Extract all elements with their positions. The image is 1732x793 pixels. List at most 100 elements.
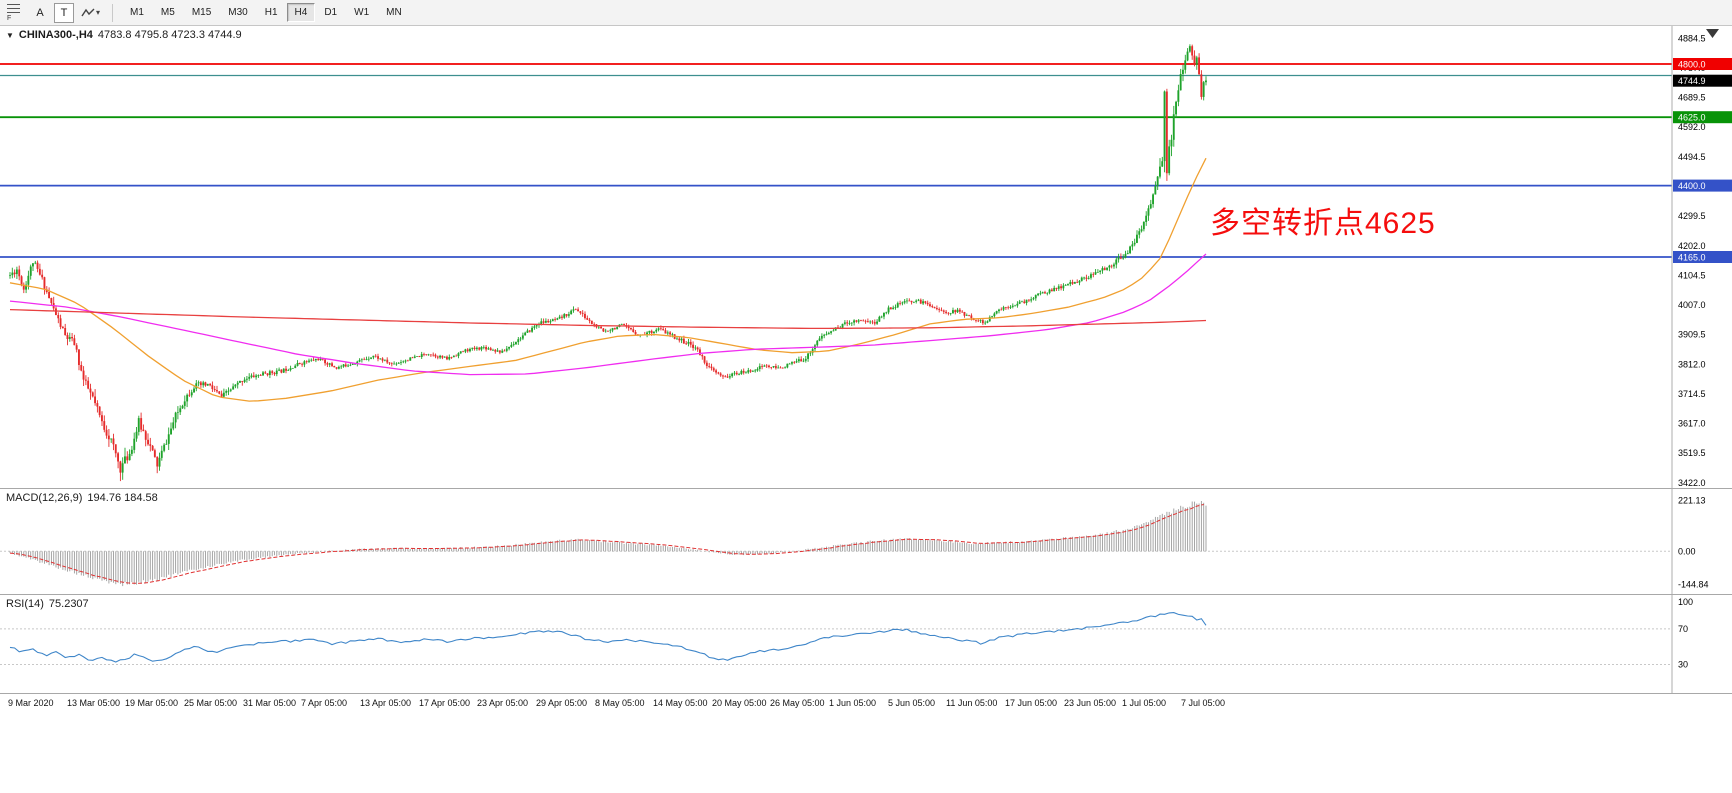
indicator-tool-button[interactable]: ▾ [78, 3, 103, 23]
macd-histogram [9, 501, 1207, 587]
rsi-axis-label: 30 [1678, 660, 1688, 670]
rsi-axis-label: 100 [1678, 597, 1693, 607]
price-axis-label: 3422.0 [1678, 478, 1706, 488]
price-axis-label: 3909.5 [1678, 330, 1706, 340]
macd-axis-label: -144.84 [1678, 580, 1709, 590]
time-axis-label: 31 Mar 05:00 [243, 698, 297, 708]
level-badge-label: 4800.0 [1678, 60, 1706, 70]
macd-axis[interactable] [1672, 489, 1732, 594]
time-axis-label: 19 Mar 05:00 [125, 698, 179, 708]
symbol-timeframe-label: CHINA300-,H4 [18, 29, 93, 41]
pane-collapse-icon[interactable]: ▼ [6, 30, 14, 40]
price-axis-label: 4689.5 [1678, 93, 1706, 103]
time-axis-label: 23 Jun 05:00 [1064, 698, 1117, 708]
text-tool-button[interactable]: T [54, 2, 74, 23]
time-axis-label: 7 Jul 05:00 [1181, 698, 1226, 708]
price-axis-label: 4884.5 [1678, 33, 1706, 43]
chart-shift-marker-icon[interactable] [1706, 29, 1719, 38]
level-badge [1673, 111, 1732, 124]
price-axis-label: 4007.0 [1678, 300, 1706, 310]
main-chart-pane[interactable]: 4884.54787.04689.54592.04494.54397.04299… [0, 26, 1732, 489]
time-axis-label: 9 Mar 2020 [8, 698, 54, 708]
time-axis-label: 13 Mar 05:00 [67, 698, 121, 708]
price-axis-label: 4104.5 [1678, 270, 1706, 280]
time-axis[interactable]: 9 Mar 2020 13 Mar 05:00 19 Mar 05:00 25 Mar… [0, 694, 1732, 716]
ma-mid-magenta-line[interactable] [9, 253, 1207, 376]
level-badge-label: 4400.0 [1678, 181, 1706, 191]
timeframe-button-h1[interactable]: H1 [264, 7, 278, 18]
rsi-axis-label: 70 [1678, 624, 1688, 634]
rsi-title: RSI(14) 75.2307 [6, 598, 89, 610]
price-axis-label: 3812.0 [1678, 359, 1706, 369]
time-axis-label: 20 May 05:00 [712, 698, 767, 708]
time-axis-label: 11 Jun 05:00 [946, 698, 998, 708]
ma-fast-orange-line[interactable] [9, 157, 1207, 402]
toolbar-f-label: F [7, 15, 12, 23]
zigzag-icon [81, 8, 95, 16]
ma-slow-red-line[interactable] [9, 308, 1207, 330]
level-lines-layer [0, 63, 1672, 258]
chevron-down-icon: ▾ [96, 8, 101, 17]
price-axis-label: 4299.5 [1678, 211, 1706, 221]
price-axis-label: 3617.0 [1678, 419, 1706, 429]
main-chart-canvas[interactable]: 4884.54787.04689.54592.04494.54397.04299… [0, 26, 1732, 488]
price-axis-label: 3519.5 [1678, 448, 1706, 458]
time-axis-label: 5 Jun 05:00 [888, 698, 936, 708]
time-axis-label: 17 Apr 05:00 [419, 698, 471, 708]
macd-canvas[interactable]: 221.13 0.00 -144.84 [0, 489, 1732, 594]
time-axis-label: 7 Apr 05:00 [301, 698, 348, 708]
time-axis-label: 8 May 05:00 [595, 698, 645, 708]
timeframe-button-m15[interactable]: M15 [191, 7, 212, 18]
timeframe-button-m1[interactable]: M1 [130, 7, 144, 18]
time-axis-label: 17 Jun 05:00 [1005, 698, 1058, 708]
macd-signal-line [9, 504, 1204, 584]
timeframe-button-m5[interactable]: M5 [160, 7, 175, 18]
rsi-canvas[interactable]: 100 70 30 [0, 595, 1732, 693]
timeframe-button-w1[interactable]: W1 [354, 7, 370, 18]
macd-axis-label: 221.13 [1678, 495, 1706, 505]
timeframe-button-d1[interactable]: D1 [324, 7, 338, 18]
level-badge-label: 4165.0 [1678, 253, 1706, 263]
level-badge-label: 4625.0 [1678, 113, 1706, 123]
price-axis-label: 4592.0 [1678, 122, 1706, 132]
rsi-name-label: RSI(14) [6, 598, 44, 610]
rsi-axis[interactable] [1672, 595, 1732, 693]
time-axis-label: 26 May 05:00 [770, 698, 825, 708]
timeframe-button-h4[interactable]: H4 [286, 3, 316, 22]
current-price-label: 4744.9 [1678, 76, 1706, 86]
level-badge [1673, 251, 1732, 263]
timeframe-button-m30[interactable]: M30 [228, 7, 248, 18]
time-axis-label: 1 Jul 05:00 [1122, 698, 1167, 708]
macd-axis-label: 0.00 [1678, 546, 1696, 556]
time-axis-label: 23 Apr 05:00 [477, 698, 529, 708]
main-chart-title: ▼ CHINA300-,H4 4783.8 4795.8 4723.3 4744… [6, 29, 242, 41]
level-badge [1673, 179, 1732, 192]
time-axis-label: 25 Mar 05:00 [184, 698, 238, 708]
cursor-tool-button[interactable]: A [36, 6, 44, 19]
candles-layer [9, 44, 1207, 482]
time-axis-label: 14 May 05:00 [653, 698, 708, 708]
timeframe-group: M1 M5 M15 M30 H1 H4 D1 W1 MN [122, 3, 410, 22]
menu-icon[interactable]: F [4, 3, 26, 22]
ohlc-values-label: 4783.8 4795.8 4723.3 4744.9 [97, 29, 242, 41]
window-bottom-filler [0, 716, 1732, 793]
toolbar: F A T ▾ M1 M5 M15 M30 H1 H4 D1 W1 MN [0, 0, 1732, 26]
current-price-badge [1673, 74, 1732, 87]
rsi-value-label: 75.2307 [48, 598, 89, 610]
rsi-line [9, 612, 1207, 663]
time-axis-label: 13 Apr 05:00 [360, 698, 412, 708]
time-axis-label: 1 Jun 05:00 [829, 698, 877, 708]
timeframe-button-mn[interactable]: MN [386, 7, 402, 18]
price-axis-label: 3714.5 [1678, 389, 1706, 399]
price-axis-label: 4202.0 [1678, 241, 1706, 251]
level-badge [1673, 58, 1732, 70]
rsi-pane[interactable]: 100 70 30 RSI(14) 75.2307 [0, 595, 1732, 694]
macd-pane[interactable]: 221.13 0.00 -144.84 MACD(12,26,9) 194.76 1… [0, 489, 1732, 595]
macd-values-label: 194.76 184.58 [87, 492, 158, 504]
annotation-text[interactable]: 多空转折点4625 [1210, 207, 1436, 240]
price-axis-label: 4494.5 [1678, 152, 1706, 162]
toolbar-separator [112, 3, 114, 22]
time-axis-label: 29 Apr 05:00 [536, 698, 588, 708]
macd-title: MACD(12,26,9) 194.76 184.58 [6, 492, 158, 504]
